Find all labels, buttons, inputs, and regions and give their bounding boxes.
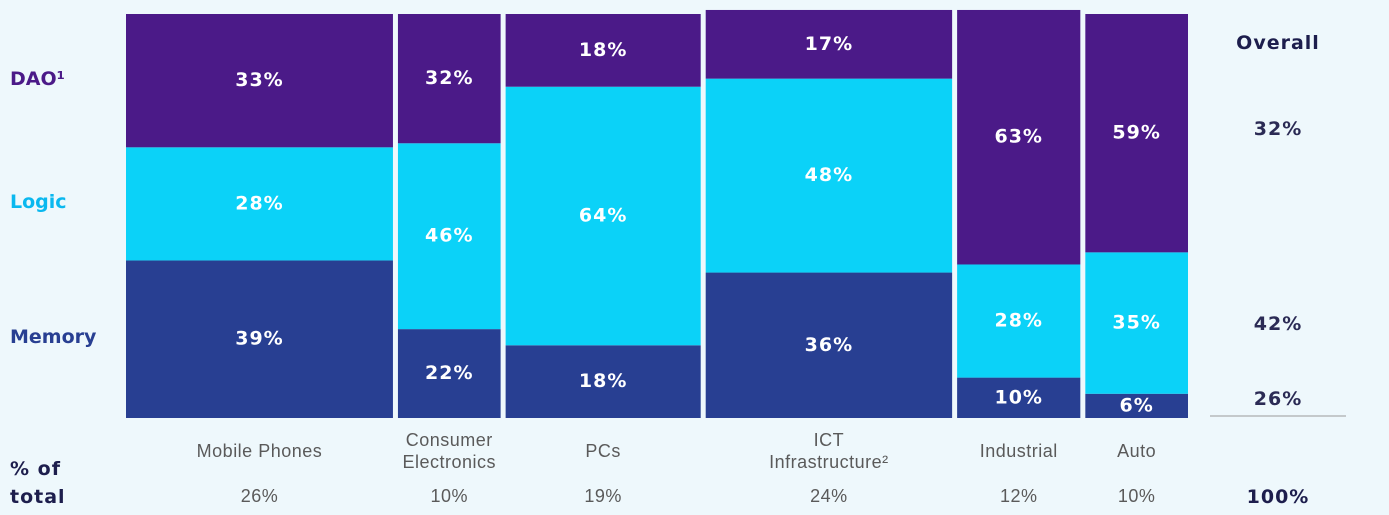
segment [505, 86, 701, 346]
share-label: 10% [1117, 486, 1156, 506]
segment-label: 6% [1120, 394, 1154, 416]
segment [126, 260, 393, 418]
category-label: Industrial [979, 441, 1058, 461]
segment-label: 48% [805, 164, 853, 186]
segment [957, 264, 1081, 378]
segment-label: 36% [805, 334, 853, 356]
segment-label: 17% [805, 33, 853, 55]
category-label: Auto [1117, 441, 1157, 461]
segment [505, 345, 701, 418]
overall-value: 32% [1253, 118, 1303, 140]
overall-title: Overall [1236, 32, 1320, 54]
segment [957, 377, 1081, 418]
segment [957, 9, 1081, 265]
legend-label: Logic [10, 190, 67, 213]
category-label: ICT Infrastructure² [769, 430, 889, 472]
segment [397, 14, 501, 144]
segment [1085, 14, 1188, 253]
segment [1085, 393, 1188, 418]
share-label: 10% [430, 486, 469, 506]
segment-label: 39% [235, 328, 283, 350]
share-label: 26% [240, 486, 279, 506]
category-label: PCs [585, 441, 621, 461]
overall-value: 26% [1253, 388, 1303, 410]
segment [705, 78, 953, 273]
segment [126, 14, 393, 148]
segment [505, 14, 701, 87]
segment-label: 59% [1112, 122, 1160, 144]
legend-label: Memory [10, 326, 97, 349]
legend-label: DAO¹ [10, 67, 65, 90]
segment-label: 10% [994, 386, 1042, 408]
segment [705, 9, 953, 79]
share-label: 12% [999, 486, 1038, 506]
segment [705, 272, 953, 418]
category-label: Consumer Electronics [402, 430, 497, 472]
segment-label: 28% [994, 310, 1042, 332]
x-axis-label: % of total [10, 458, 66, 508]
segment [1085, 252, 1188, 394]
segment-label: 63% [994, 126, 1042, 148]
segment-label: 33% [235, 69, 283, 91]
segment [397, 329, 501, 418]
segment-label: 28% [235, 192, 283, 214]
segment-label: 22% [425, 362, 473, 384]
segment-label: 32% [425, 67, 473, 89]
overall-total: 100% [1246, 486, 1310, 508]
share-label: 19% [584, 486, 622, 506]
segment [397, 143, 501, 330]
segment-label: 35% [1112, 312, 1160, 334]
segment-label: 18% [579, 39, 627, 61]
segment [126, 147, 393, 261]
segment-label: 18% [579, 370, 627, 392]
segment-label: 46% [425, 225, 473, 247]
overall-value: 42% [1253, 313, 1303, 335]
share-label: 24% [810, 486, 848, 506]
segment-label: 64% [579, 205, 627, 227]
category-label: Mobile Phones [196, 441, 323, 461]
